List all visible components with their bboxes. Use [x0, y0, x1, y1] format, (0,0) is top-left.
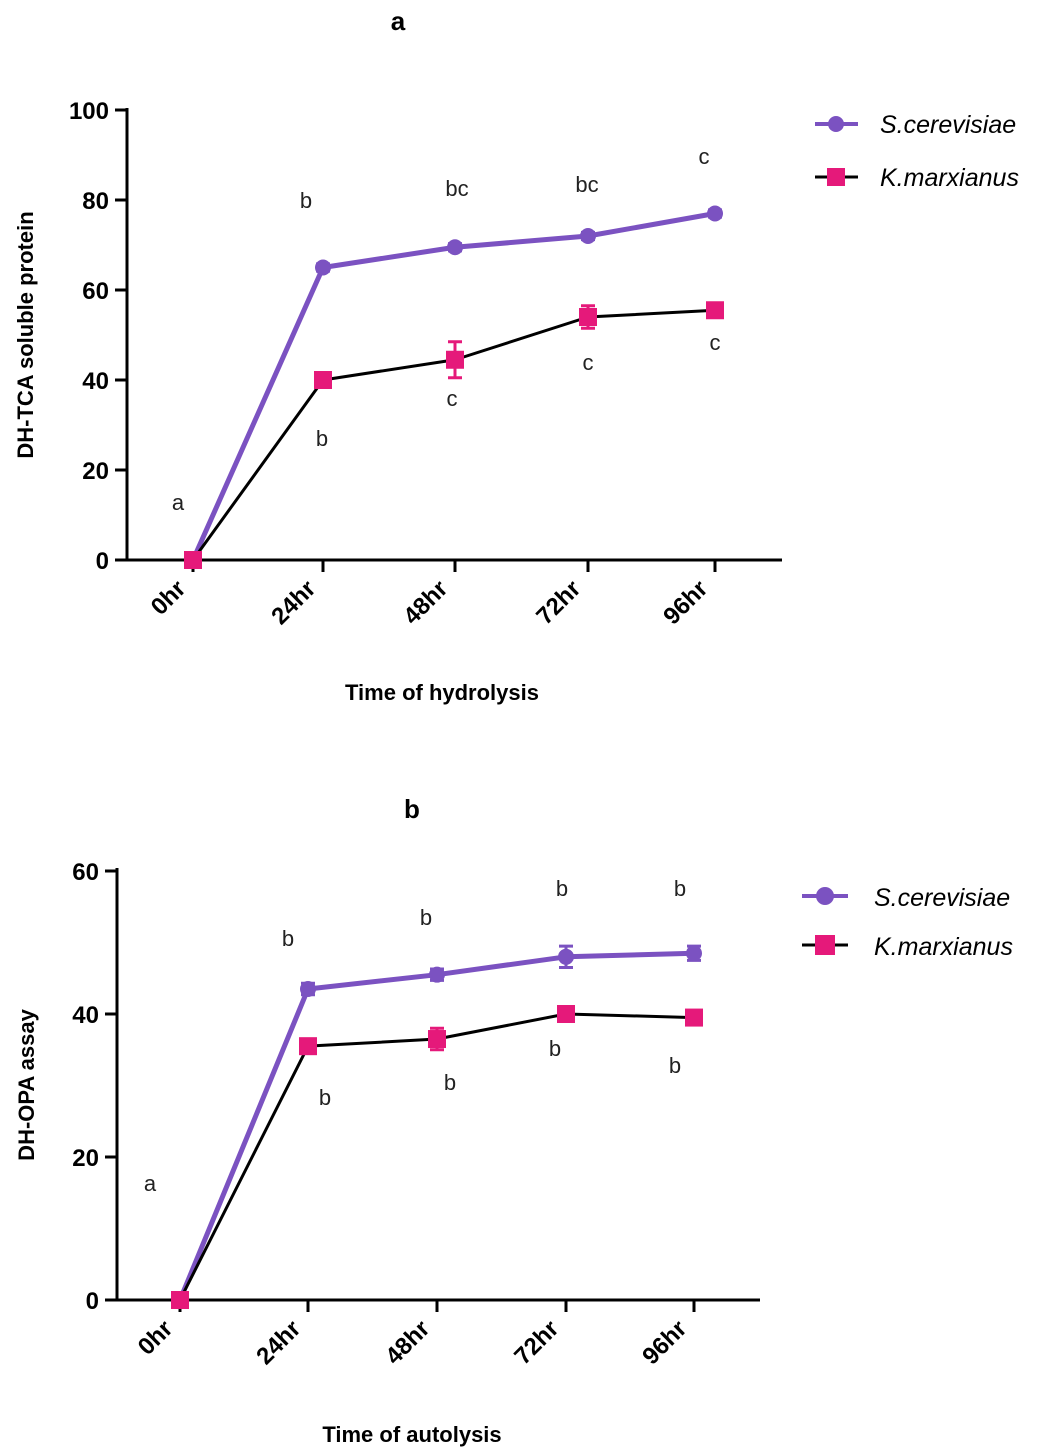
chart-b-line-k-marxianus	[178, 1012, 695, 1301]
chart-a-x-tick-label-48hr: 48hr	[398, 575, 453, 630]
chart-b-y-tick-label-60: 60	[72, 859, 99, 886]
chart-b-y-tick-label-20: 20	[72, 1145, 99, 1172]
chart-a-sig-k-marxianus-3: c	[583, 350, 594, 375]
chart-b-point-k-marxianus-96hr	[685, 1008, 703, 1027]
chart-b-series-k-marxianus	[171, 1005, 703, 1309]
chart-b-point-s-cerevisiae-24hr	[300, 980, 316, 997]
chart-a-y-tick-label-80: 80	[82, 188, 109, 215]
chart-a-legend-marker-k-marxianus	[827, 168, 845, 186]
chart-a-legend-label-k-marxianus: K.marxianus	[880, 164, 1019, 192]
chart-b-x-tick-label-0hr: 0hr	[133, 1315, 179, 1361]
chart-a-y-tick-label-40: 40	[82, 368, 109, 395]
chart-a-x-ticks: 0hr 24hr 48hr 72hr 96hr	[146, 560, 717, 630]
chart-a-point-s-cerevisiae-48hr	[447, 239, 463, 256]
chart-a-sig-k-marxianus-2: c	[447, 386, 458, 411]
chart-b-sig-s-cerevisiae-4: b	[674, 876, 686, 901]
chart-b-sig-k-marxianus-1: b	[319, 1085, 331, 1110]
chart-a-x-tick-label-72hr: 72hr	[531, 575, 586, 630]
chart-a: a DH-TCA soluble protein Time of hydroly…	[13, 6, 1019, 705]
chart-b-sig-s-cerevisiae-1: b	[282, 926, 294, 951]
chart-b-legend-label-k-marxianus: K.marxianus	[874, 933, 1013, 961]
chart-b-point-k-marxianus-24hr	[299, 1037, 317, 1056]
chart-a-legend: S.cerevisiae K.marxianus	[815, 111, 1019, 192]
chart-b: b DH-OPA assay Time of autolysis 0 20 40 60…	[14, 794, 1013, 1447]
chart-a-sig-s-cerevisiae-4: c	[699, 144, 710, 169]
chart-b-x-tick-label-24hr: 24hr	[251, 1315, 306, 1370]
chart-b-point-s-cerevisiae-48hr	[429, 966, 445, 983]
chart-a-y-tick-label-20: 20	[82, 458, 109, 485]
chart-a-x-tick-label-96hr: 96hr	[658, 575, 713, 630]
chart-b-y-tick-label-0: 0	[86, 1288, 99, 1315]
chart-b-sig-k-marxianus-2: b	[444, 1070, 456, 1095]
chart-b-x-tick-label-96hr: 96hr	[637, 1315, 692, 1370]
chart-a-sig-k-marxianus-1: b	[316, 426, 328, 451]
chart-a-y-tick-label-60: 60	[82, 278, 109, 305]
chart-a-point-k-marxianus-0hr	[184, 551, 202, 569]
chart-b-x-ticks: 0hr 24hr 48hr 72hr 96hr	[133, 1300, 696, 1370]
chart-b-legend-marker-k-marxianus	[815, 935, 835, 955]
chart-a-y-tick-label-100: 100	[69, 98, 109, 125]
chart-a-x-tick-label-24hr: 24hr	[266, 575, 321, 630]
chart-b-y-ticks: 0 20 40 60	[72, 859, 117, 1315]
chart-b-x-tick-label-72hr: 72hr	[509, 1315, 564, 1370]
chart-a-y-axis-title: DH-TCA soluble protein	[13, 211, 38, 458]
chart-b-legend-marker-s-cerevisiae	[816, 887, 834, 905]
chart-b-point-s-cerevisiae-96hr	[686, 945, 702, 962]
chart-a-sig-s-cerevisiae-2: bc	[445, 176, 468, 201]
chart-b-x-axis-title: Time of autolysis	[322, 1422, 501, 1447]
chart-b-point-k-marxianus-72hr	[557, 1005, 575, 1023]
chart-b-sig-s-cerevisiae-0: a	[144, 1171, 157, 1196]
chart-b-point-s-cerevisiae-72hr	[558, 948, 574, 965]
chart-a-x-axis-title: Time of hydrolysis	[345, 680, 539, 705]
chart-a-x-tick-label-0hr: 0hr	[146, 575, 192, 621]
chart-a-y-ticks: 0 20 40 60 80 100	[69, 98, 127, 575]
chart-a-point-k-marxianus-96hr	[706, 301, 724, 320]
chart-a-title: a	[391, 6, 406, 36]
chart-b-x-tick-label-48hr: 48hr	[380, 1315, 435, 1370]
chart-a-point-s-cerevisiae-96hr	[707, 205, 723, 222]
chart-b-line-s-cerevisiae	[177, 950, 695, 1301]
chart-b-y-axis-title: DH-OPA assay	[14, 1008, 39, 1160]
chart-a-sig-s-cerevisiae-1: b	[300, 188, 312, 213]
chart-a-point-k-marxianus-48hr	[446, 350, 464, 369]
chart-b-point-k-marxianus-48hr	[428, 1030, 446, 1049]
chart-a-legend-label-s-cerevisiae: S.cerevisiae	[880, 111, 1016, 139]
chart-a-legend-marker-s-cerevisiae	[828, 116, 844, 132]
chart-a-sig-k-marxianus-4: c	[710, 330, 721, 355]
chart-a-series-s-cerevisiae	[185, 205, 723, 568]
chart-b-legend: S.cerevisiae K.marxianus	[802, 884, 1013, 961]
chart-a-point-k-marxianus-72hr	[579, 308, 597, 326]
chart-a-point-k-marxianus-24hr	[314, 371, 332, 389]
chart-b-title: b	[404, 794, 420, 824]
chart-a-point-s-cerevisiae-24hr	[315, 259, 331, 276]
chart-b-sig-s-cerevisiae-3: b	[556, 876, 568, 901]
chart-b-sig-k-marxianus-4: b	[669, 1053, 681, 1078]
chart-b-series-s-cerevisiae	[172, 944, 702, 1308]
chart-b-y-tick-label-40: 40	[72, 1002, 99, 1029]
chart-a-y-tick-label-0: 0	[96, 548, 109, 575]
chart-a-sig-s-cerevisiae-0: a	[172, 490, 185, 515]
chart-a-point-s-cerevisiae-72hr	[580, 228, 596, 244]
chart-a-sig-s-cerevisiae-3: bc	[575, 172, 598, 197]
chart-b-sig-s-cerevisiae-2: b	[420, 905, 432, 930]
chart-b-legend-label-s-cerevisiae: S.cerevisiae	[874, 884, 1010, 912]
chart-a-series-k-marxianus	[184, 301, 724, 569]
chart-b-point-k-marxianus-0hr	[171, 1291, 189, 1309]
chart-b-sig-k-marxianus-3: b	[549, 1036, 561, 1061]
